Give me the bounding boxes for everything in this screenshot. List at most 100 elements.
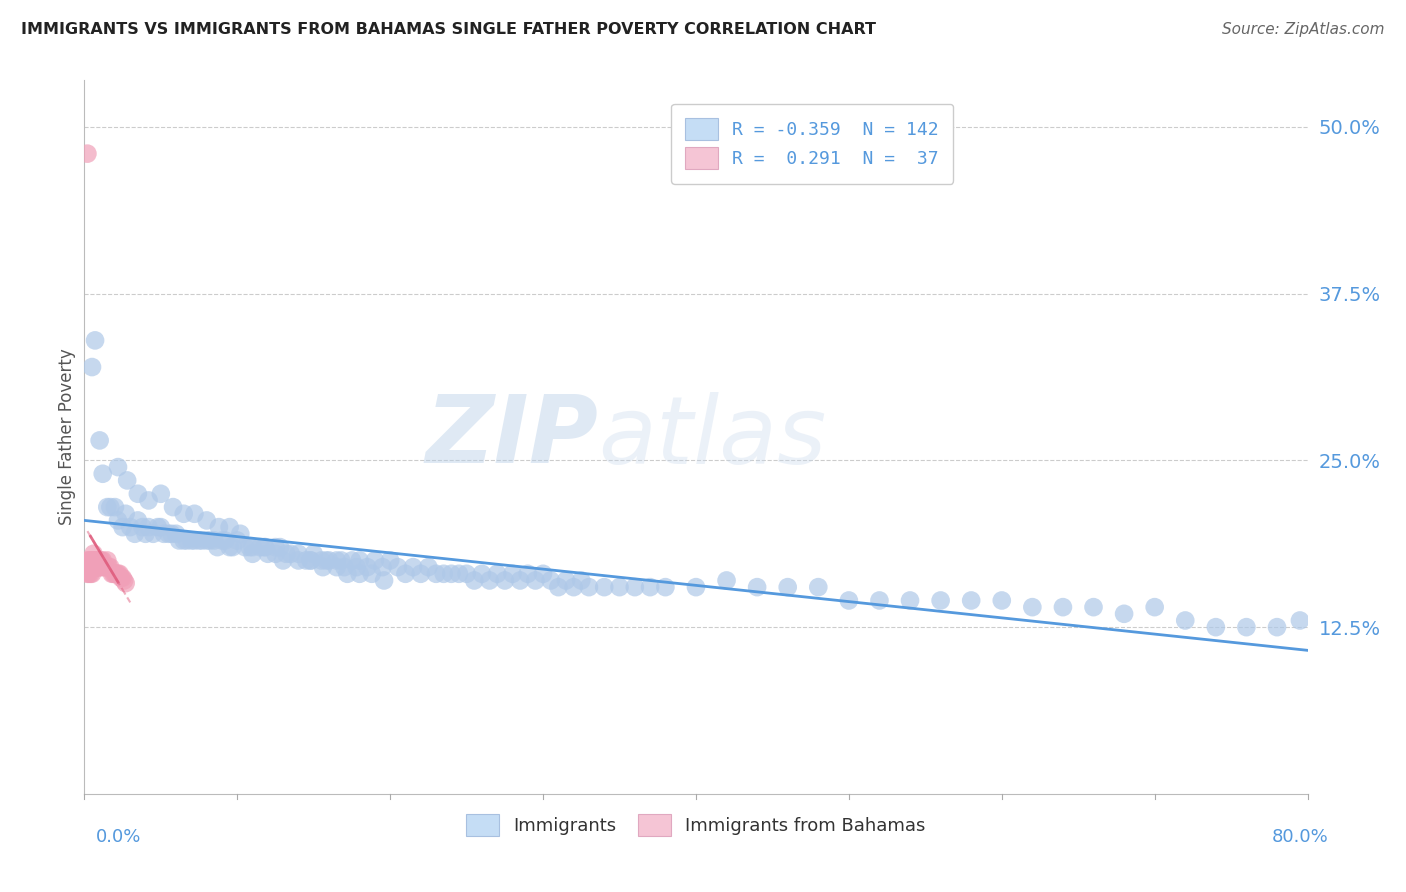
Point: [160, 526, 183, 541]
Point: [233, 540, 256, 554]
Point: [153, 526, 176, 541]
Point: [107, 460, 129, 475]
Point: [127, 487, 149, 501]
Point: [165, 526, 187, 541]
Point: [149, 487, 172, 501]
Point: [253, 540, 276, 554]
Point: [191, 533, 214, 548]
Point: [138, 520, 160, 534]
Point: [195, 513, 218, 527]
Y-axis label: Single Father Poverty: Single Father Poverty: [58, 349, 76, 525]
Point: [253, 540, 276, 554]
Point: [312, 560, 335, 574]
Point: [509, 574, 531, 588]
Point: [93, 560, 115, 574]
Point: [516, 566, 538, 581]
Point: [76, 553, 98, 567]
Point: [593, 580, 616, 594]
Point: [80, 359, 103, 374]
Point: [409, 566, 432, 581]
Point: [418, 560, 440, 574]
Point: [638, 580, 661, 594]
Point: [162, 500, 184, 515]
Point: [91, 553, 114, 567]
Point: [425, 566, 447, 581]
Point: [84, 560, 107, 574]
Point: [929, 593, 952, 607]
Point: [103, 566, 125, 581]
Point: [183, 533, 205, 548]
Point: [98, 560, 121, 574]
Point: [115, 474, 138, 488]
Point: [173, 507, 195, 521]
Point: [747, 580, 769, 594]
Point: [1265, 620, 1288, 634]
Point: [346, 560, 368, 574]
Point: [98, 500, 121, 515]
Point: [188, 533, 211, 548]
Point: [135, 526, 157, 541]
Text: ZIP: ZIP: [425, 391, 598, 483]
Point: [114, 507, 136, 521]
Point: [89, 553, 111, 567]
Point: [838, 593, 860, 607]
Point: [111, 571, 134, 585]
Point: [142, 526, 165, 541]
Point: [77, 553, 100, 567]
Point: [371, 560, 394, 574]
Point: [131, 520, 153, 534]
Text: atlas: atlas: [598, 392, 827, 483]
Point: [198, 533, 221, 548]
Point: [84, 553, 107, 567]
Point: [394, 566, 416, 581]
Point: [569, 574, 592, 588]
Text: IMMIGRANTS VS IMMIGRANTS FROM BAHAMAS SINGLE FATHER POVERTY CORRELATION CHART: IMMIGRANTS VS IMMIGRANTS FROM BAHAMAS SI…: [21, 22, 876, 37]
Point: [90, 553, 112, 567]
Point: [111, 520, 134, 534]
Point: [124, 526, 146, 541]
Point: [547, 580, 569, 594]
Point: [447, 566, 470, 581]
Point: [76, 566, 98, 581]
Point: [531, 566, 554, 581]
Point: [807, 580, 830, 594]
Point: [108, 566, 131, 581]
Point: [242, 540, 264, 554]
Point: [218, 520, 240, 534]
Point: [120, 520, 142, 534]
Point: [776, 580, 799, 594]
Point: [138, 493, 160, 508]
Point: [104, 500, 127, 515]
Point: [183, 507, 205, 521]
Point: [79, 566, 101, 581]
Point: [87, 560, 110, 574]
Point: [387, 560, 409, 574]
Point: [280, 547, 302, 561]
Point: [89, 434, 111, 448]
Point: [540, 574, 562, 588]
Point: [269, 540, 291, 554]
Point: [869, 593, 891, 607]
Text: 0.0%: 0.0%: [96, 828, 141, 846]
Point: [211, 533, 233, 548]
Point: [264, 547, 287, 561]
Point: [380, 553, 402, 567]
Point: [195, 533, 218, 548]
Point: [114, 576, 136, 591]
Point: [486, 566, 509, 581]
Text: Source: ZipAtlas.com: Source: ZipAtlas.com: [1222, 22, 1385, 37]
Point: [96, 500, 118, 515]
Point: [494, 574, 516, 588]
Point: [311, 553, 333, 567]
Point: [1205, 620, 1227, 634]
Point: [167, 533, 190, 548]
Point: [104, 566, 127, 581]
Point: [654, 580, 676, 594]
Point: [80, 566, 103, 581]
Point: [991, 593, 1014, 607]
Point: [229, 526, 252, 541]
Point: [79, 553, 101, 567]
Point: [218, 540, 240, 554]
Point: [555, 574, 578, 588]
Point: [1021, 600, 1043, 615]
